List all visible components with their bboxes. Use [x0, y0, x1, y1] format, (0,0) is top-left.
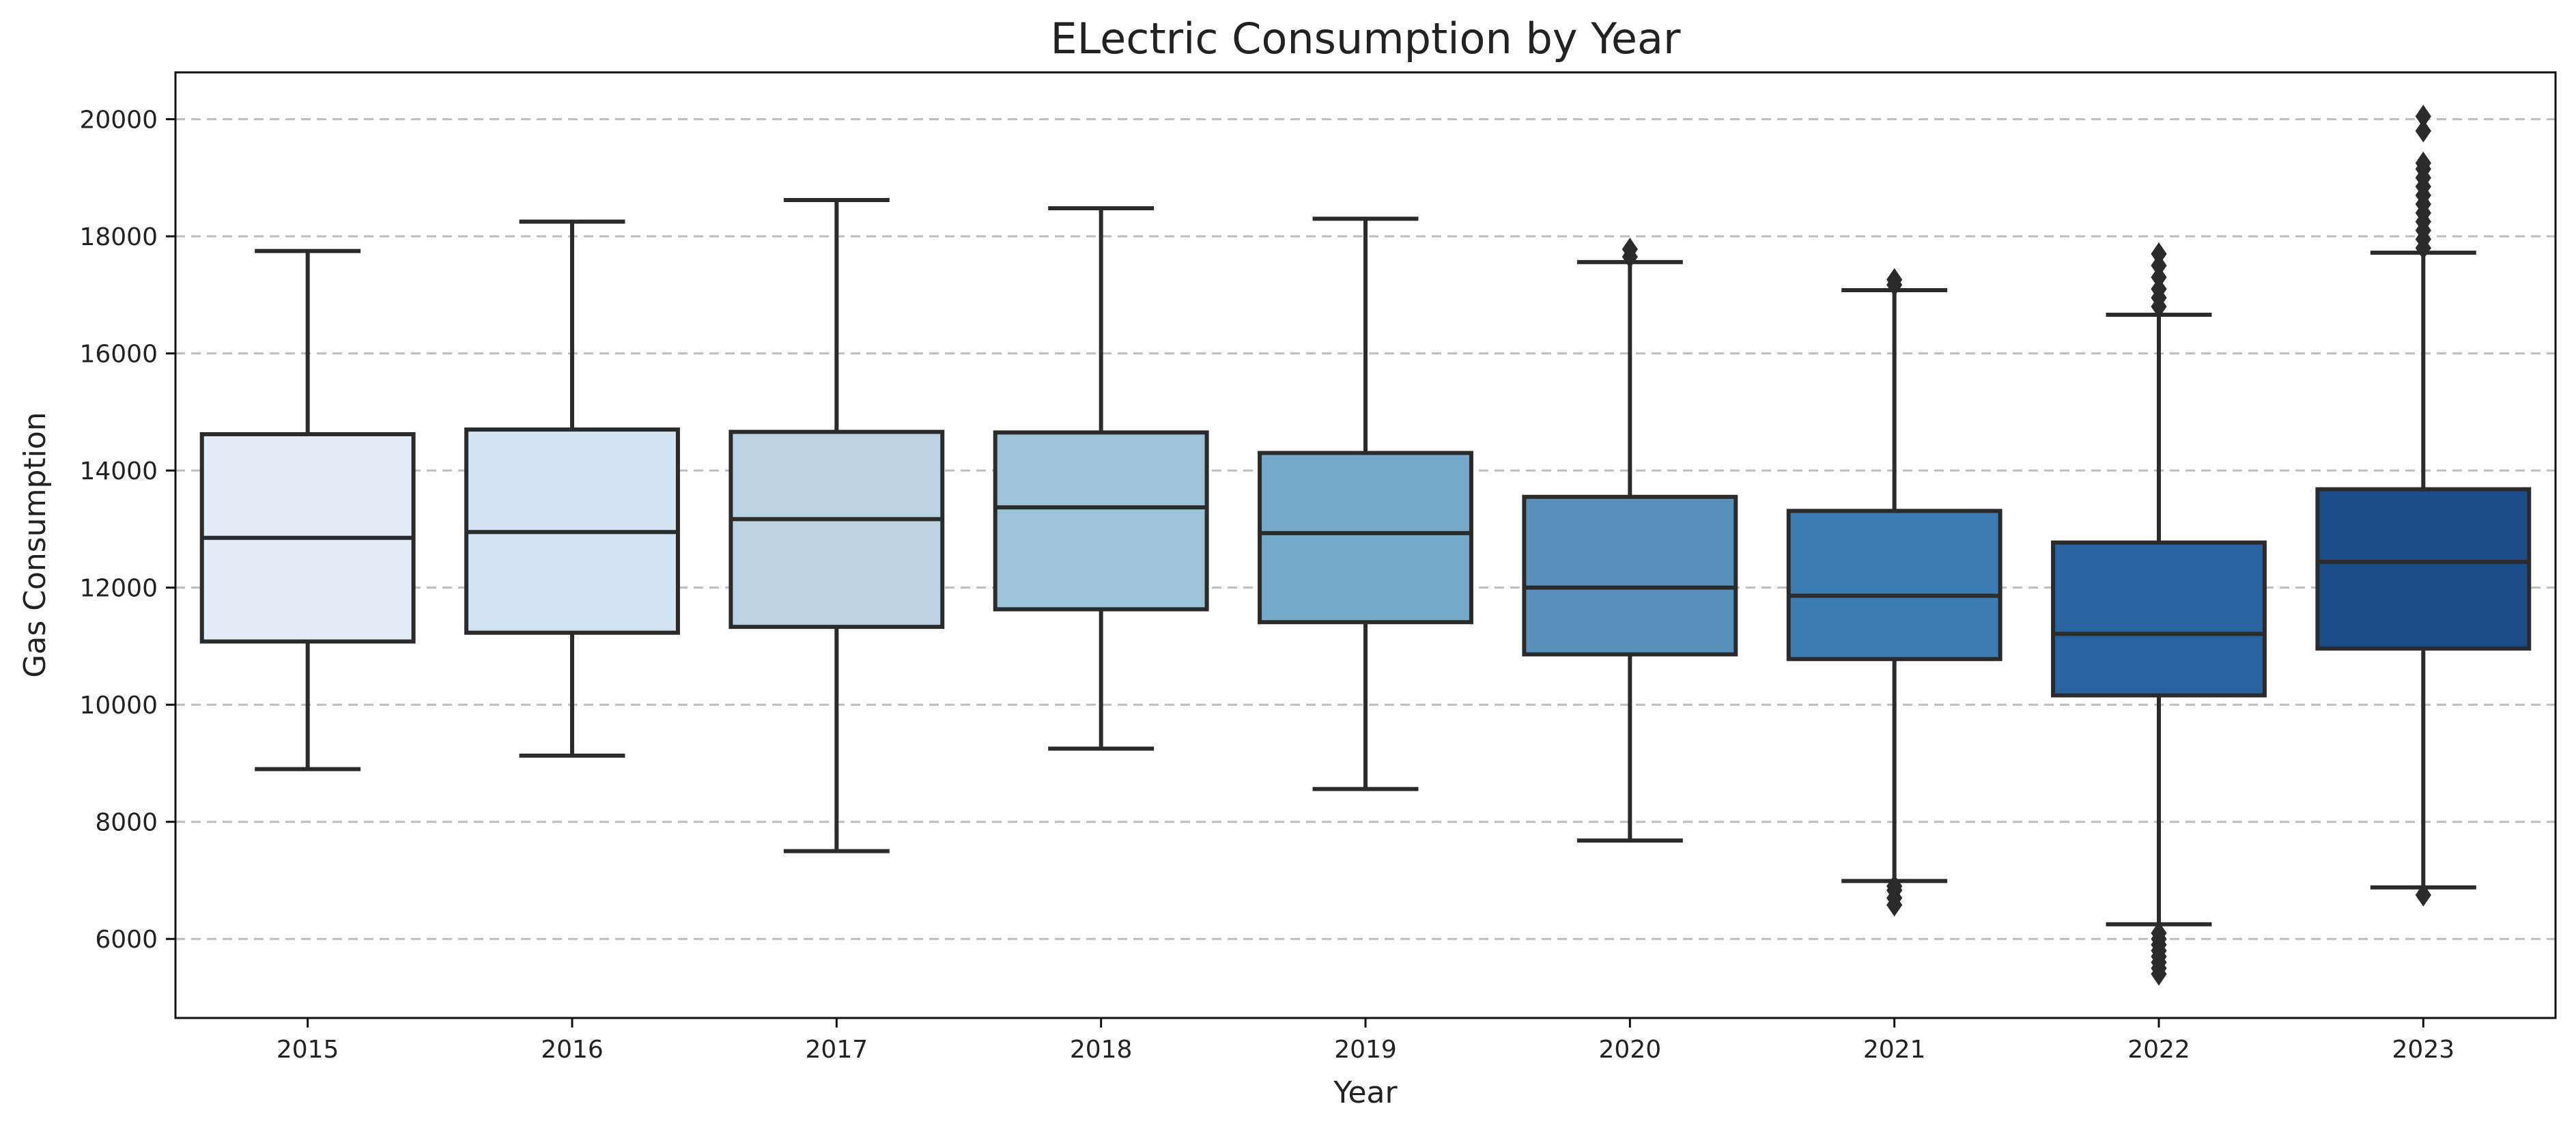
x-tick-label: 2015	[277, 1036, 339, 1064]
y-tick-label: 6000	[95, 926, 158, 954]
iqr-box	[728, 429, 945, 629]
outlier-point	[2415, 104, 2431, 128]
outlier-point	[2415, 119, 2431, 143]
y-tick-label: 18000	[79, 223, 158, 251]
iqr-box	[993, 430, 1209, 612]
x-tick-label: 2020	[1599, 1036, 1662, 1064]
box-2019	[1258, 216, 1473, 791]
iqr-box	[2051, 540, 2267, 698]
y-axis-ticks: 6000 8000 10000 12000 14000 16000 18000 20000	[79, 107, 175, 954]
y-tick-label: 14000	[79, 457, 158, 485]
outlier-point	[1622, 238, 1638, 261]
y-tick-label: 16000	[79, 341, 158, 369]
iqr-box	[1258, 451, 1473, 625]
outlier-point	[2415, 152, 2431, 175]
outlier-point	[1886, 875, 1903, 898]
box-2016	[464, 219, 680, 758]
boxes-layer	[199, 104, 2532, 986]
outlier-point	[2151, 242, 2167, 266]
x-tick-label: 2023	[2392, 1036, 2455, 1064]
outlier-point	[2151, 254, 2167, 277]
y-tick-label: 20000	[79, 107, 158, 135]
iqr-box	[2315, 487, 2532, 651]
chart-title: ELectric Consumption by Year	[1050, 14, 1681, 63]
x-tick-label: 2018	[1070, 1036, 1133, 1064]
outlier-point	[2151, 921, 2167, 945]
x-axis-title: Year	[1333, 1075, 1398, 1110]
outlier-point	[2151, 277, 2167, 301]
box-2022	[2051, 242, 2267, 986]
box-2023	[2315, 104, 2532, 907]
box-2017	[728, 197, 945, 853]
box-2020	[1522, 238, 1738, 843]
iqr-box	[1522, 494, 1738, 657]
iqr-box	[1786, 509, 2002, 662]
x-tick-label: 2021	[1863, 1036, 1926, 1064]
x-tick-label: 2016	[541, 1036, 604, 1064]
y-tick-label: 10000	[79, 692, 158, 720]
x-tick-label: 2019	[1334, 1036, 1397, 1064]
y-axis-title: Gas Consumption	[18, 412, 53, 677]
x-axis-ticks: 2015 2016 2017 2018 2019 2020 2021 2022 2023	[277, 1018, 2454, 1064]
y-tick-label: 8000	[95, 809, 158, 837]
box-2015	[199, 249, 416, 772]
x-tick-label: 2017	[806, 1036, 868, 1064]
x-tick-label: 2022	[2127, 1036, 2190, 1064]
outlier-point	[2151, 266, 2167, 289]
box-2018	[993, 206, 1209, 751]
y-tick-label: 12000	[79, 575, 158, 603]
box-2021	[1786, 268, 2002, 917]
outlier-point	[2415, 883, 2431, 907]
outlier-point	[1886, 268, 1903, 292]
